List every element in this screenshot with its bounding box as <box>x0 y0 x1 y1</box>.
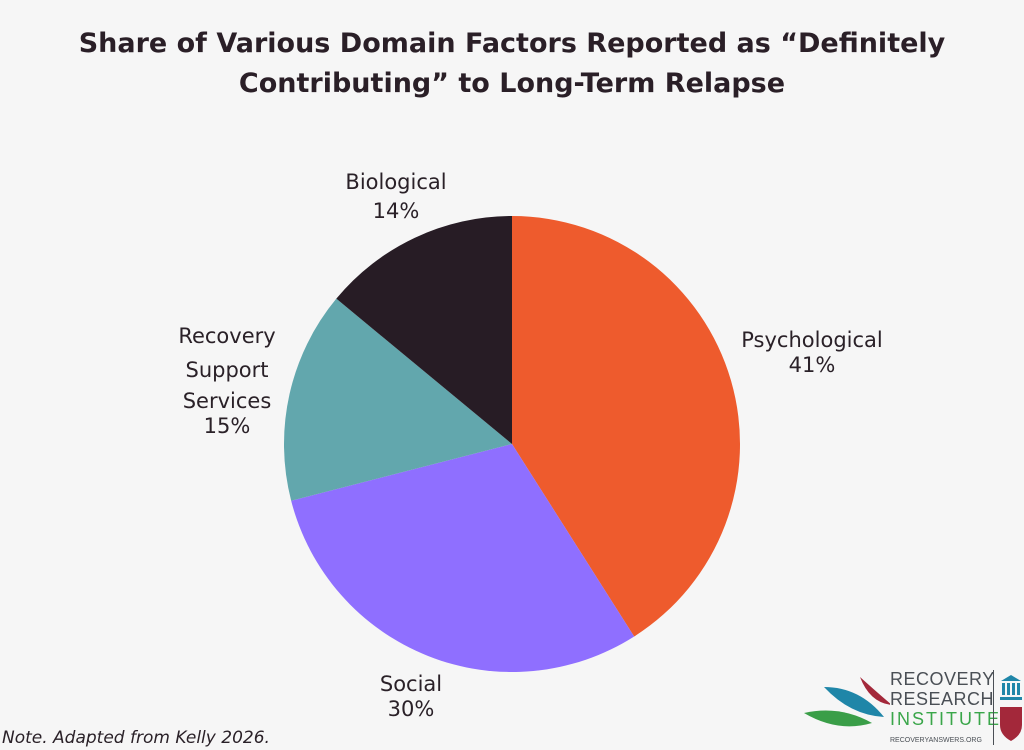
logo-text-recovery: RECOVERY <box>890 669 995 689</box>
slice-label: Psychological <box>741 328 883 352</box>
chart-title-line-1: Share of Various Domain Factors Reported… <box>78 28 946 59</box>
slice-label: Recovery <box>178 324 276 348</box>
harvard-shield-icon <box>1000 675 1022 741</box>
slice-label: Biological <box>345 170 447 194</box>
logo-divider <box>993 670 994 745</box>
logo-text-institute: INSTITUTE <box>890 709 1001 729</box>
source-note: Note. Adapted from Kelly 2026. <box>2 728 270 748</box>
chart-title-line-2: Contributing” to Long-Term Relapse <box>238 68 786 99</box>
pie-slice-biological <box>336 216 512 444</box>
chart-title: Share of Various Domain Factors Reported… <box>0 24 1024 104</box>
pie-slice-social <box>291 444 635 673</box>
slice-value-label: 15% <box>203 414 251 438</box>
logo-url: RECOVERYANSWERS.ORG <box>890 737 982 744</box>
leaf-logo-icon <box>804 677 890 727</box>
slice-label: Support <box>185 358 269 382</box>
pie-slice-psychological <box>512 216 741 637</box>
slice-value-label: 41% <box>788 353 836 377</box>
recovery-research-institute-logo: RECOVERY RESEARCH INSTITUTE RECOVERYANSW… <box>800 665 1024 750</box>
label-recovery-support-services: Recovery Support Services 15% <box>178 319 275 437</box>
label-biological: Biological 14% <box>345 168 446 226</box>
slice-value-label: 14% <box>372 199 420 223</box>
pie-slice-recovery-support-services <box>283 298 512 501</box>
label-psychological: Psychological 41% <box>741 328 882 378</box>
slice-value-label: 30% <box>387 697 435 721</box>
slice-label: Services <box>182 389 272 413</box>
label-social: Social 30% <box>380 672 442 722</box>
logo-text-research: RESEARCH <box>890 689 995 709</box>
slice-label: Social <box>379 672 443 696</box>
